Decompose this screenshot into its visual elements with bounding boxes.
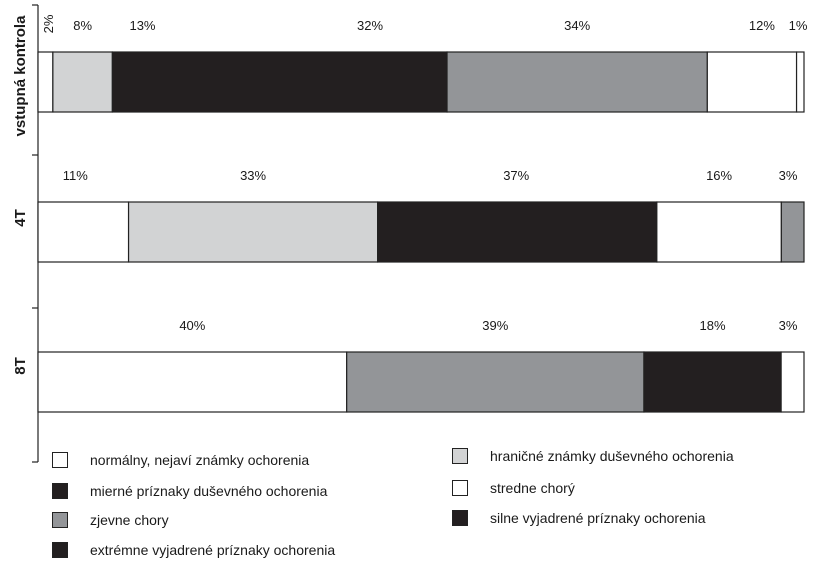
data-label-2-3: 3% (779, 318, 798, 333)
bar-segment-2-3 (780, 351, 805, 413)
bar-segment-0-0 (37, 51, 54, 113)
bar-segment-2-1 (346, 351, 645, 413)
data-label-0-5: 12% (749, 18, 775, 33)
bar-segment-2-2 (643, 351, 782, 413)
data-label-0-3: 32% (357, 18, 383, 33)
data-label-1-0: 11% (63, 168, 88, 183)
bar-segment-1-4 (780, 201, 805, 263)
category-label-1: 4T (12, 209, 29, 227)
data-label-1-4: 3% (779, 168, 798, 183)
bar-segment-0-5 (706, 51, 798, 113)
data-label-0-0: 2% (41, 14, 56, 33)
bar-segment-0-4 (446, 51, 708, 113)
data-label-1-2: 37% (503, 168, 529, 183)
bar-segment-0-1 (52, 51, 113, 113)
data-label-0-6: 1% (789, 18, 808, 33)
data-label-2-2: 18% (700, 318, 726, 333)
category-label-2: 8T (12, 357, 29, 375)
bar-segment-1-2 (377, 201, 658, 263)
data-label-0-1: 8% (73, 18, 92, 33)
data-label-2-0: 40% (179, 318, 205, 333)
bar-segment-1-0 (37, 201, 130, 263)
bar-segment-2-0 (37, 351, 348, 413)
bar-segment-1-1 (127, 201, 379, 263)
data-label-0-2: 13% (129, 18, 155, 33)
category-label-0: vstupná kontrola (12, 15, 29, 137)
data-label-2-1: 39% (482, 318, 508, 333)
data-label-1-3: 16% (706, 168, 732, 183)
bar-segment-0-6 (795, 51, 805, 113)
data-label-1-1: 33% (240, 168, 266, 183)
bar-segment-0-2 (111, 51, 448, 113)
bar-segment-1-3 (656, 201, 782, 263)
data-label-0-4: 34% (564, 18, 590, 33)
